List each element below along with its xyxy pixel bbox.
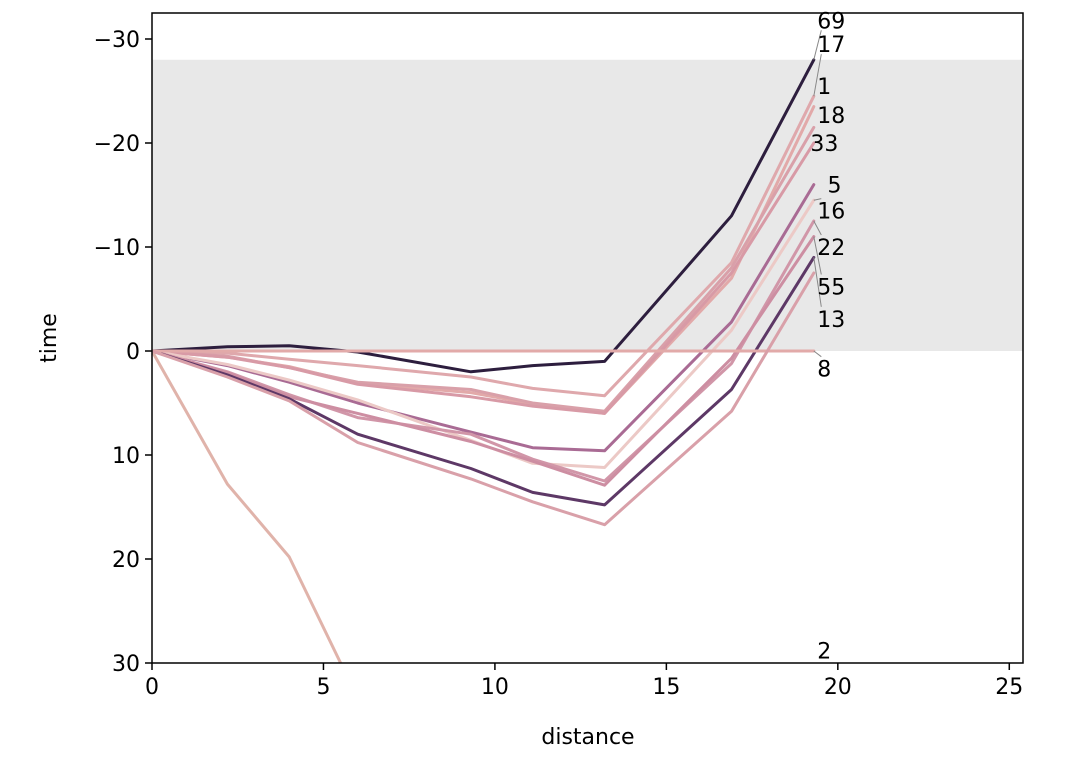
series-line-33 — [152, 141, 816, 415]
leader-line-69 — [813, 30, 822, 60]
leader-line-8 — [813, 350, 822, 358]
y-tick-label: 20 — [112, 548, 140, 573]
y-tick-label: −20 — [94, 132, 140, 157]
leader-line-55 — [813, 236, 822, 275]
leader-line-17 — [813, 54, 822, 97]
y-tick-label: 0 — [126, 340, 140, 365]
leader-line-13 — [813, 257, 822, 307]
y-tick-label: −30 — [94, 28, 140, 53]
x-tick-label: 25 — [995, 675, 1023, 700]
y-tick-label: −10 — [94, 236, 140, 261]
x-tick-label: 15 — [652, 675, 680, 700]
end-label-1: 1 — [817, 75, 831, 100]
leader-line-22 — [813, 220, 822, 236]
label-leader-layer — [813, 30, 822, 358]
leader-line-16 — [813, 198, 822, 201]
x-tick-label: 0 — [145, 675, 159, 700]
end-label-2: 2 — [817, 640, 831, 665]
end-label-18: 18 — [817, 104, 845, 129]
series-line-69 — [152, 58, 816, 374]
end-label-5: 5 — [828, 174, 842, 199]
plot-frame — [151, 12, 1024, 664]
series-line-17 — [152, 94, 816, 398]
y-tick-label: 10 — [112, 444, 140, 469]
end-label-16: 16 — [817, 200, 845, 225]
end-label-33: 33 — [810, 132, 838, 157]
end-label-13: 13 — [817, 308, 845, 333]
end-label-17: 17 — [817, 33, 845, 58]
end-label-22: 22 — [817, 236, 845, 261]
series-line-13 — [152, 255, 816, 507]
x-tick-label: 5 — [316, 675, 330, 700]
y-tick-label: 30 — [112, 652, 140, 677]
series-line-2 — [152, 349, 343, 663]
y-axis-ticks: −30 −20 −10 0 10 20 30 — [94, 28, 152, 677]
y-axis-label: time — [37, 313, 62, 363]
series-line-unlabeled-12 — [152, 271, 816, 527]
x-axis-label: distance — [541, 725, 634, 750]
x-tick-label: 10 — [481, 675, 509, 700]
x-tick-label: 20 — [824, 675, 852, 700]
x-axis-ticks: 0 5 10 15 20 25 — [145, 663, 1023, 700]
series-line-55 — [152, 235, 816, 487]
series-layer — [152, 58, 816, 663]
shaded-band — [152, 59, 1023, 352]
end-label-8: 8 — [817, 358, 831, 383]
end-label-55: 55 — [817, 276, 845, 301]
